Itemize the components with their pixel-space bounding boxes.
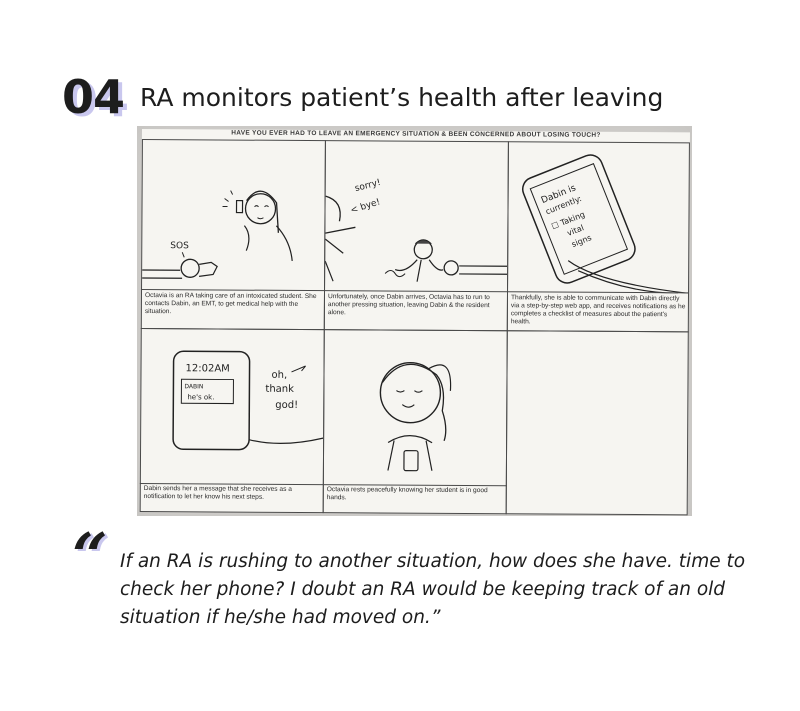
panel-2-caption: Unfortunately, once Dabin arrives, Octav… bbox=[327, 293, 490, 317]
sorry-label: sorry! bbox=[354, 178, 382, 194]
sos-label: SOS bbox=[170, 241, 189, 251]
reaction-line-2: thank bbox=[265, 384, 294, 395]
panel-5: Octavia rests peacefully knowing her stu… bbox=[322, 329, 508, 515]
panel-3: Dabin is currently: ☐ Taking vital signs… bbox=[506, 141, 690, 333]
quote-mark-icon: “ bbox=[72, 519, 108, 592]
panel-5-caption: Octavia rests peacefully knowing her stu… bbox=[326, 486, 488, 502]
panel-4-sketch: 12:02AM DABIN he's ok. oh, thank god! bbox=[172, 350, 324, 451]
storyboard-photo: HAVE YOU EVER HAD TO LEAVE AN EMERGENCY … bbox=[137, 126, 692, 516]
reaction-line-3: god! bbox=[275, 400, 298, 411]
panel-5-sketch bbox=[379, 361, 452, 472]
panel-3-caption: Thankfully, she is able to communicate w… bbox=[510, 294, 686, 326]
panel-4-caption: Dabin sends her a message that she recei… bbox=[143, 485, 292, 501]
storyboard-sheet: HAVE YOU EVER HAD TO LEAVE AN EMERGENCY … bbox=[139, 129, 690, 516]
reaction-line-1: oh, bbox=[271, 370, 287, 381]
bye-label: < bye! bbox=[349, 197, 381, 216]
panel-1-caption: Octavia is an RA taking care of an intox… bbox=[144, 292, 317, 316]
step-title: RA monitors patient’s health after leavi… bbox=[140, 83, 664, 112]
panel-1: SOS Octavia is an RA taking care of an i… bbox=[140, 138, 326, 331]
panel-6 bbox=[505, 330, 689, 516]
panel-4: 12:02AM DABIN he's ok. oh, thank god! Da… bbox=[139, 327, 325, 514]
notification-message: he's ok. bbox=[187, 393, 214, 401]
panel-3-sketch: Dabin is currently: ☐ Taking vital signs bbox=[521, 154, 689, 294]
user-quote: If an RA is rushing to another situation… bbox=[120, 551, 746, 628]
clock-time: 12:02AM bbox=[186, 363, 230, 374]
panel-6-caption bbox=[510, 487, 686, 488]
storyboard-grid: SOS Octavia is an RA taking care of an i… bbox=[139, 138, 690, 516]
panel-2: sorry! < bye! Unfortunately, once Dabin … bbox=[323, 140, 509, 332]
notification-sender: DABIN bbox=[184, 383, 203, 390]
step-number: 04 bbox=[62, 70, 125, 124]
panel-2-sketch: sorry! < bye! bbox=[325, 178, 508, 282]
panel-1-sketch: SOS bbox=[142, 190, 293, 279]
